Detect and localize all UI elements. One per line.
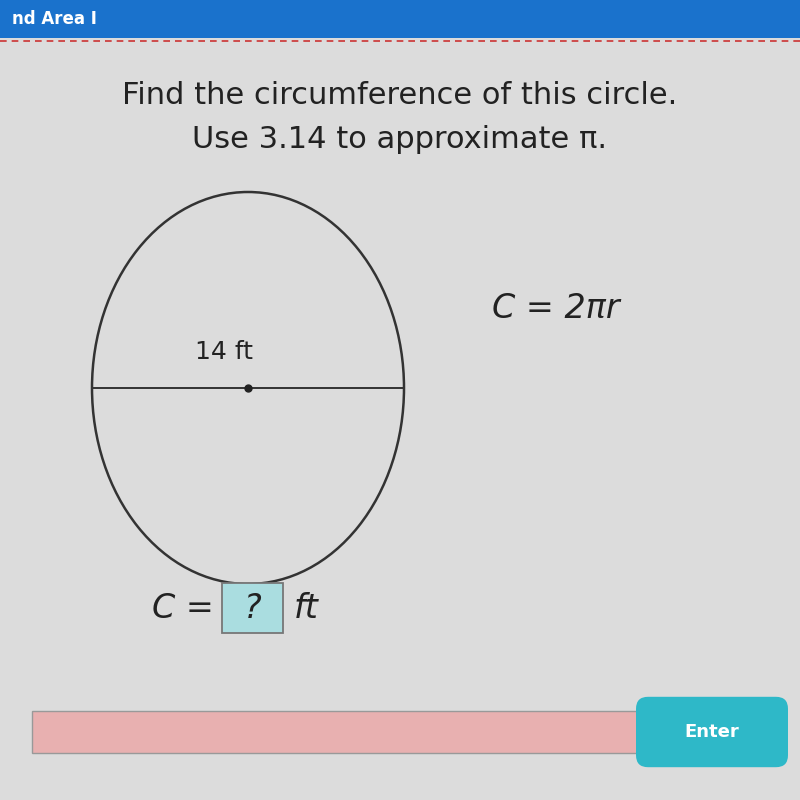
Text: ?: ? (244, 591, 262, 625)
Text: Use 3.14 to approximate π.: Use 3.14 to approximate π. (193, 126, 607, 154)
FancyBboxPatch shape (222, 583, 283, 633)
Text: Find the circumference of this circle.: Find the circumference of this circle. (122, 82, 678, 110)
Bar (32, 711, 640, 753)
Text: ft: ft (294, 591, 318, 625)
FancyBboxPatch shape (636, 697, 788, 767)
Bar (0, 0, 800, 38)
Text: C = 2πr: C = 2πr (492, 291, 620, 325)
Text: Enter: Enter (685, 723, 739, 741)
Text: 14 ft: 14 ft (195, 340, 253, 364)
Text: C =: C = (151, 591, 224, 625)
Text: nd Area I: nd Area I (12, 10, 97, 28)
